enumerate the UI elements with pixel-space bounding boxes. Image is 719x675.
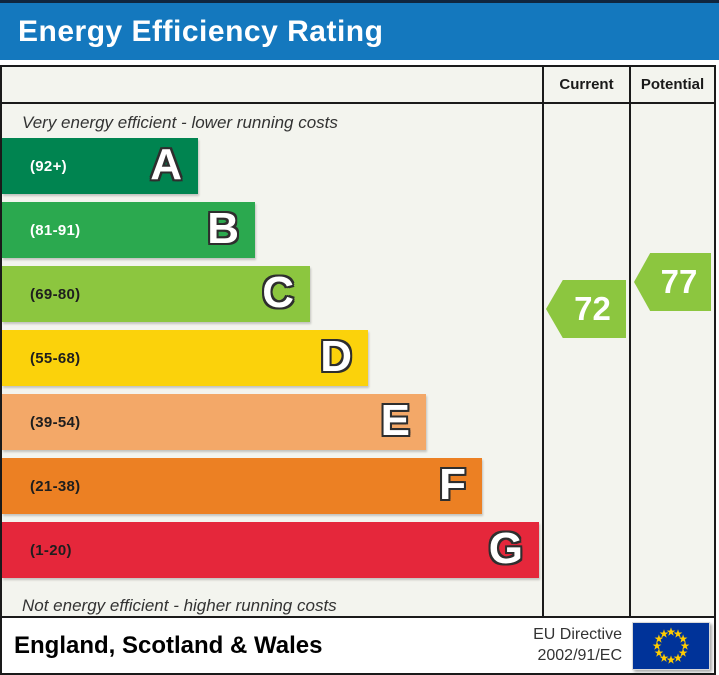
band-range-label: (92+) (30, 157, 67, 175)
current-column (542, 104, 629, 616)
band-row-c: (69-80) C (2, 266, 542, 322)
band-range-label: (55-68) (30, 349, 81, 367)
eu-directive-label: EU Directive 2002/91/EC (533, 625, 622, 667)
band-bar-f: (21-38) F (2, 458, 482, 514)
band-row-f: (21-38) F (2, 458, 542, 514)
band-range-label: (81-91) (30, 221, 81, 239)
current-rating-value: 72 (574, 290, 611, 327)
footer: England, Scotland & Wales EU Directive 2… (2, 616, 714, 673)
band-letter: F (439, 460, 466, 510)
potential-rating-arrow: 77 (634, 253, 711, 311)
column-header-potential: Potential (629, 67, 714, 102)
page-title: Energy Efficiency Rating (18, 14, 384, 48)
band-letter: G (488, 524, 523, 574)
band-row-a: (92+) A (2, 138, 542, 194)
potential-column (629, 104, 714, 616)
band-bar-c: (69-80) C (2, 266, 310, 322)
band-bar-b: (81-91) B (2, 202, 255, 258)
band-bar-d: (55-68) D (2, 330, 368, 386)
bands-area: Very energy efficient - lower running co… (2, 104, 542, 616)
band-range-label: (1-20) (30, 541, 72, 559)
band-bar-e: (39-54) E (2, 394, 426, 450)
band-letter: D (320, 332, 352, 382)
band-letter: E (380, 396, 410, 446)
region-label: England, Scotland & Wales (14, 631, 323, 659)
column-header-current: Current (542, 67, 629, 102)
band-row-g: (1-20) G (2, 522, 542, 578)
band-bar-g: (1-20) G (2, 522, 539, 578)
band-letter: A (150, 140, 182, 190)
band-row-d: (55-68) D (2, 330, 542, 386)
band-letter: C (262, 268, 294, 318)
band-list: (92+) A (81-91) B (69-80) C (2, 138, 542, 578)
eu-flag-icon (632, 621, 710, 670)
current-rating-arrow: 72 (546, 280, 626, 338)
band-range-label: (69-80) (30, 285, 81, 303)
eu-directive-line2: 2002/91/EC (537, 646, 622, 664)
table-header-row: Current Potential (2, 67, 714, 104)
table-body-row: Very energy efficient - lower running co… (2, 104, 714, 616)
band-letter: B (207, 204, 239, 254)
band-row-e: (39-54) E (2, 394, 542, 450)
band-row-b: (81-91) B (2, 202, 542, 258)
potential-rating-value: 77 (660, 263, 698, 300)
eu-directive-line1: EU Directive (533, 625, 622, 643)
band-bar-a: (92+) A (2, 138, 198, 194)
band-range-label: (21-38) (30, 477, 81, 495)
band-range-label: (39-54) (30, 413, 81, 431)
title-bar: Energy Efficiency Rating (0, 0, 719, 60)
header-empty-cell (2, 67, 542, 102)
top-note: Very energy efficient - lower running co… (22, 113, 338, 132)
bottom-note: Not energy efficient - higher running co… (22, 596, 337, 615)
rating-table: Current Potential Very energy efficient … (0, 65, 716, 675)
